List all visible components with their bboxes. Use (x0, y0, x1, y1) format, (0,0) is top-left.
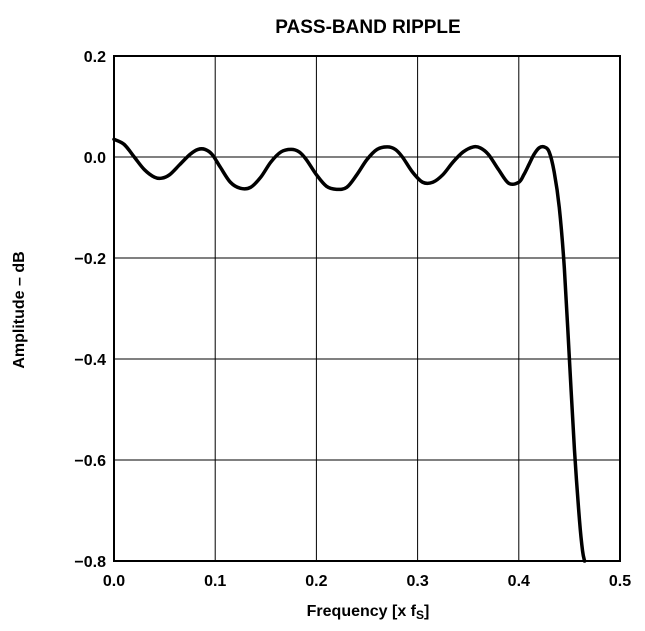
y-tick-label: −0.6 (74, 453, 106, 470)
series-line (112, 137, 587, 563)
grid (114, 56, 620, 561)
x-tick-labels: 0.0 0.1 0.2 0.3 0.4 0.5 (103, 573, 631, 590)
chart-title: PASS-BAND RIPPLE (275, 17, 460, 38)
y-tick-label: −0.4 (74, 352, 106, 369)
y-tick-label: −0.2 (74, 251, 106, 268)
y-tick-labels: 0.2 0.0 −0.2 −0.4 −0.6 −0.8 (74, 49, 106, 571)
x-tick-label: 0.0 (103, 573, 125, 590)
x-tick-label: 0.1 (204, 573, 226, 590)
y-tick-label: 0.0 (84, 150, 106, 167)
x-tick-label: 0.5 (609, 573, 631, 590)
y-axis-label: Amplitude – dB (11, 251, 28, 368)
x-tick-label: 0.2 (305, 573, 327, 590)
x-axis-label: Frequency [x fS] (307, 603, 430, 622)
y-tick-label: 0.2 (84, 49, 106, 66)
y-tick-label: −0.8 (74, 554, 106, 571)
x-tick-label: 0.4 (508, 573, 530, 590)
plot-frame (113, 55, 621, 562)
x-tick-label: 0.3 (406, 573, 428, 590)
